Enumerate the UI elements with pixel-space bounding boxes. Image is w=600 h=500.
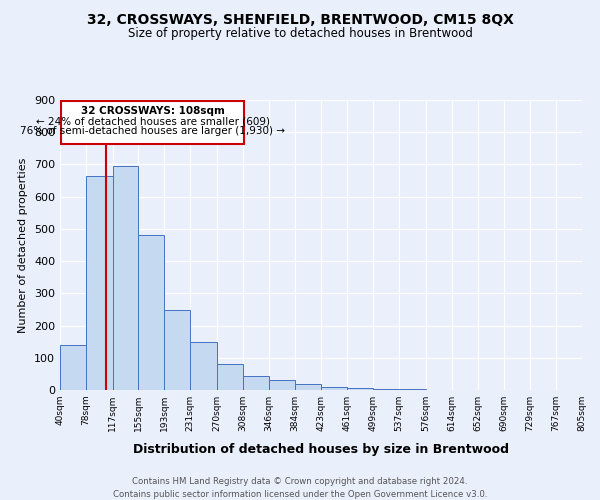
FancyBboxPatch shape	[61, 101, 244, 144]
Text: Distribution of detached houses by size in Brentwood: Distribution of detached houses by size …	[133, 442, 509, 456]
Bar	[139, 236, 164, 390]
Bar	[243, 376, 269, 390]
Text: 76% of semi-detached houses are larger (1,930) →: 76% of semi-detached houses are larger (…	[20, 126, 286, 136]
Bar	[322, 387, 347, 390]
Y-axis label: Number of detached properties: Number of detached properties	[19, 158, 28, 332]
Bar	[347, 388, 373, 390]
Bar	[295, 384, 322, 390]
Bar	[190, 342, 217, 390]
Text: Contains public sector information licensed under the Open Government Licence v3: Contains public sector information licen…	[113, 490, 487, 499]
Bar	[60, 345, 86, 390]
Text: Size of property relative to detached houses in Brentwood: Size of property relative to detached ho…	[128, 28, 472, 40]
Bar	[217, 364, 243, 390]
Bar	[113, 166, 139, 390]
Bar	[373, 389, 399, 390]
Bar	[164, 310, 190, 390]
Text: 32, CROSSWAYS, SHENFIELD, BRENTWOOD, CM15 8QX: 32, CROSSWAYS, SHENFIELD, BRENTWOOD, CM1…	[86, 12, 514, 26]
Bar	[269, 380, 295, 390]
Text: Contains HM Land Registry data © Crown copyright and database right 2024.: Contains HM Land Registry data © Crown c…	[132, 478, 468, 486]
Bar	[86, 176, 113, 390]
Text: 32 CROSSWAYS: 108sqm: 32 CROSSWAYS: 108sqm	[81, 106, 225, 117]
Text: ← 24% of detached houses are smaller (609): ← 24% of detached houses are smaller (60…	[36, 116, 270, 126]
